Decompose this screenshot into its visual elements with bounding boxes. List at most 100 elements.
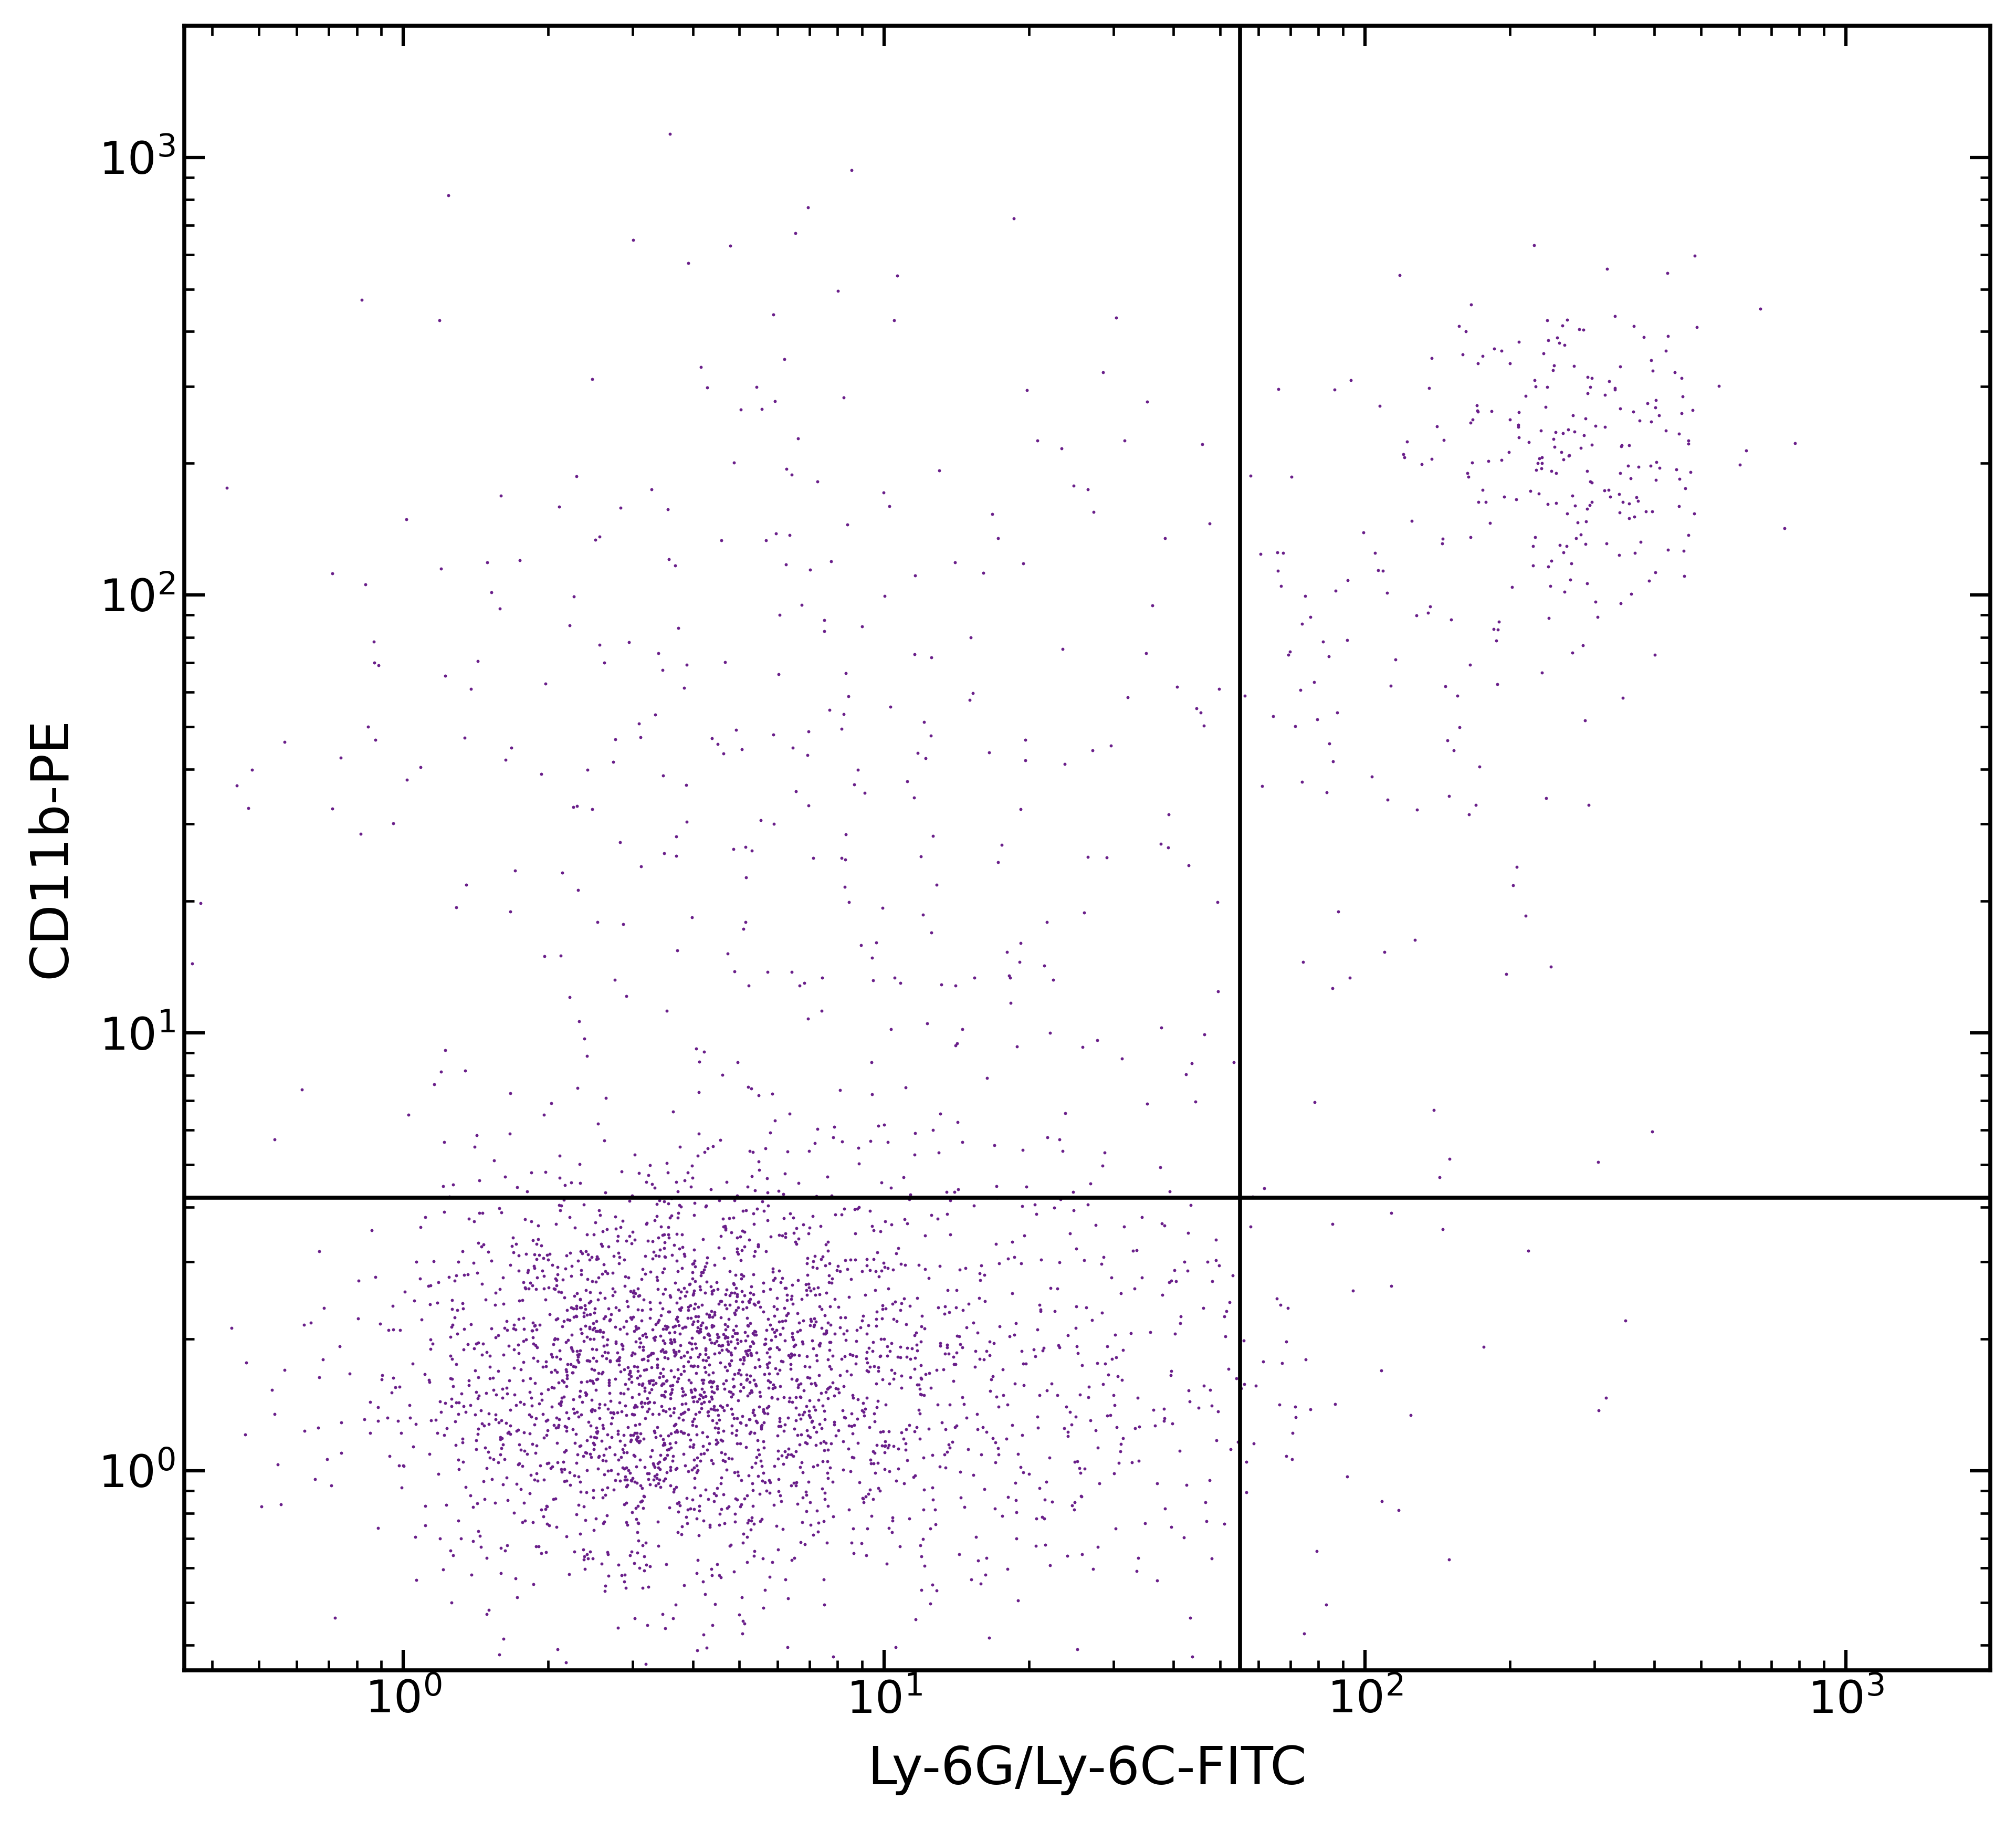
Point: [597, 1399, 629, 1428]
Point: [677, 1235, 710, 1264]
Point: [794, 1277, 827, 1306]
Point: [744, 1378, 776, 1408]
Point: [385, 1315, 417, 1344]
Point: [387, 1451, 419, 1480]
Point: [635, 1295, 667, 1324]
Point: [1202, 976, 1234, 1005]
Point: [637, 1400, 669, 1429]
Point: [1278, 1391, 1310, 1420]
Point: [560, 1302, 593, 1331]
Point: [913, 1415, 946, 1444]
Point: [1320, 697, 1353, 727]
Point: [262, 1450, 294, 1479]
Point: [617, 1302, 649, 1331]
Point: [814, 1453, 847, 1482]
Point: [625, 1388, 657, 1417]
Point: [734, 1287, 766, 1317]
Point: [794, 1353, 827, 1382]
Point: [679, 1358, 712, 1388]
Point: [635, 1256, 667, 1286]
Point: [435, 1286, 468, 1315]
Point: [776, 1364, 808, 1393]
Point: [484, 1195, 516, 1224]
Point: [601, 1222, 633, 1251]
Point: [623, 1324, 655, 1353]
Point: [661, 1275, 694, 1304]
Point: [1605, 351, 1637, 381]
Point: [558, 581, 591, 610]
Point: [1220, 1364, 1252, 1393]
Point: [913, 1515, 946, 1544]
Point: [647, 1380, 679, 1409]
Point: [1290, 1346, 1322, 1375]
Point: [808, 1397, 841, 1426]
Point: [486, 1384, 518, 1413]
Point: [560, 1295, 593, 1324]
Point: [982, 1440, 1014, 1470]
Point: [520, 1246, 552, 1275]
Point: [706, 1426, 738, 1455]
Point: [1173, 850, 1206, 880]
Point: [478, 1444, 510, 1473]
Point: [462, 1419, 494, 1448]
Point: [619, 1493, 651, 1522]
Point: [478, 1375, 510, 1404]
Point: [1101, 1362, 1133, 1391]
Point: [1208, 1302, 1240, 1331]
Point: [550, 1364, 583, 1393]
Point: [629, 1377, 661, 1406]
Point: [802, 466, 835, 495]
Point: [744, 1382, 776, 1411]
Point: [722, 1457, 754, 1486]
Point: [581, 1413, 613, 1442]
Point: [687, 1382, 720, 1411]
Point: [786, 1400, 818, 1429]
Point: [738, 1291, 770, 1320]
Point: [540, 1357, 573, 1386]
Point: [619, 1391, 651, 1420]
Point: [528, 1466, 560, 1495]
Point: [1603, 541, 1635, 570]
Point: [730, 1326, 762, 1355]
Point: [1264, 1389, 1296, 1419]
Point: [1516, 532, 1548, 561]
Point: [736, 1475, 768, 1504]
Point: [704, 1287, 736, 1317]
Point: [613, 1375, 645, 1404]
Point: [579, 1429, 611, 1459]
Point: [643, 1448, 675, 1477]
Point: [452, 1371, 484, 1400]
Point: [778, 1544, 810, 1573]
Point: [448, 1391, 480, 1420]
Point: [742, 1287, 774, 1317]
Point: [802, 1293, 835, 1322]
Point: [1474, 508, 1506, 537]
Point: [681, 1455, 714, 1484]
Point: [798, 1129, 831, 1158]
Point: [913, 1358, 946, 1388]
Point: [744, 805, 776, 834]
Point: [657, 1442, 689, 1471]
Point: [970, 1337, 1002, 1366]
Point: [736, 1162, 768, 1191]
Point: [800, 1371, 833, 1400]
Point: [1149, 1404, 1181, 1433]
Point: [1064, 1482, 1097, 1511]
Point: [861, 1304, 893, 1333]
Point: [629, 1260, 661, 1289]
Point: [661, 1302, 694, 1331]
Point: [776, 1440, 808, 1470]
Point: [941, 1029, 974, 1058]
Point: [633, 1551, 665, 1581]
Point: [887, 1284, 919, 1313]
Point: [494, 1411, 526, 1440]
Point: [1121, 1236, 1153, 1266]
Point: [661, 1364, 694, 1393]
Point: [367, 1360, 399, 1389]
Point: [1498, 870, 1530, 900]
Point: [595, 1306, 627, 1335]
Point: [1028, 1486, 1060, 1515]
Point: [1704, 371, 1736, 401]
Point: [875, 1329, 907, 1358]
Point: [694, 1388, 726, 1417]
